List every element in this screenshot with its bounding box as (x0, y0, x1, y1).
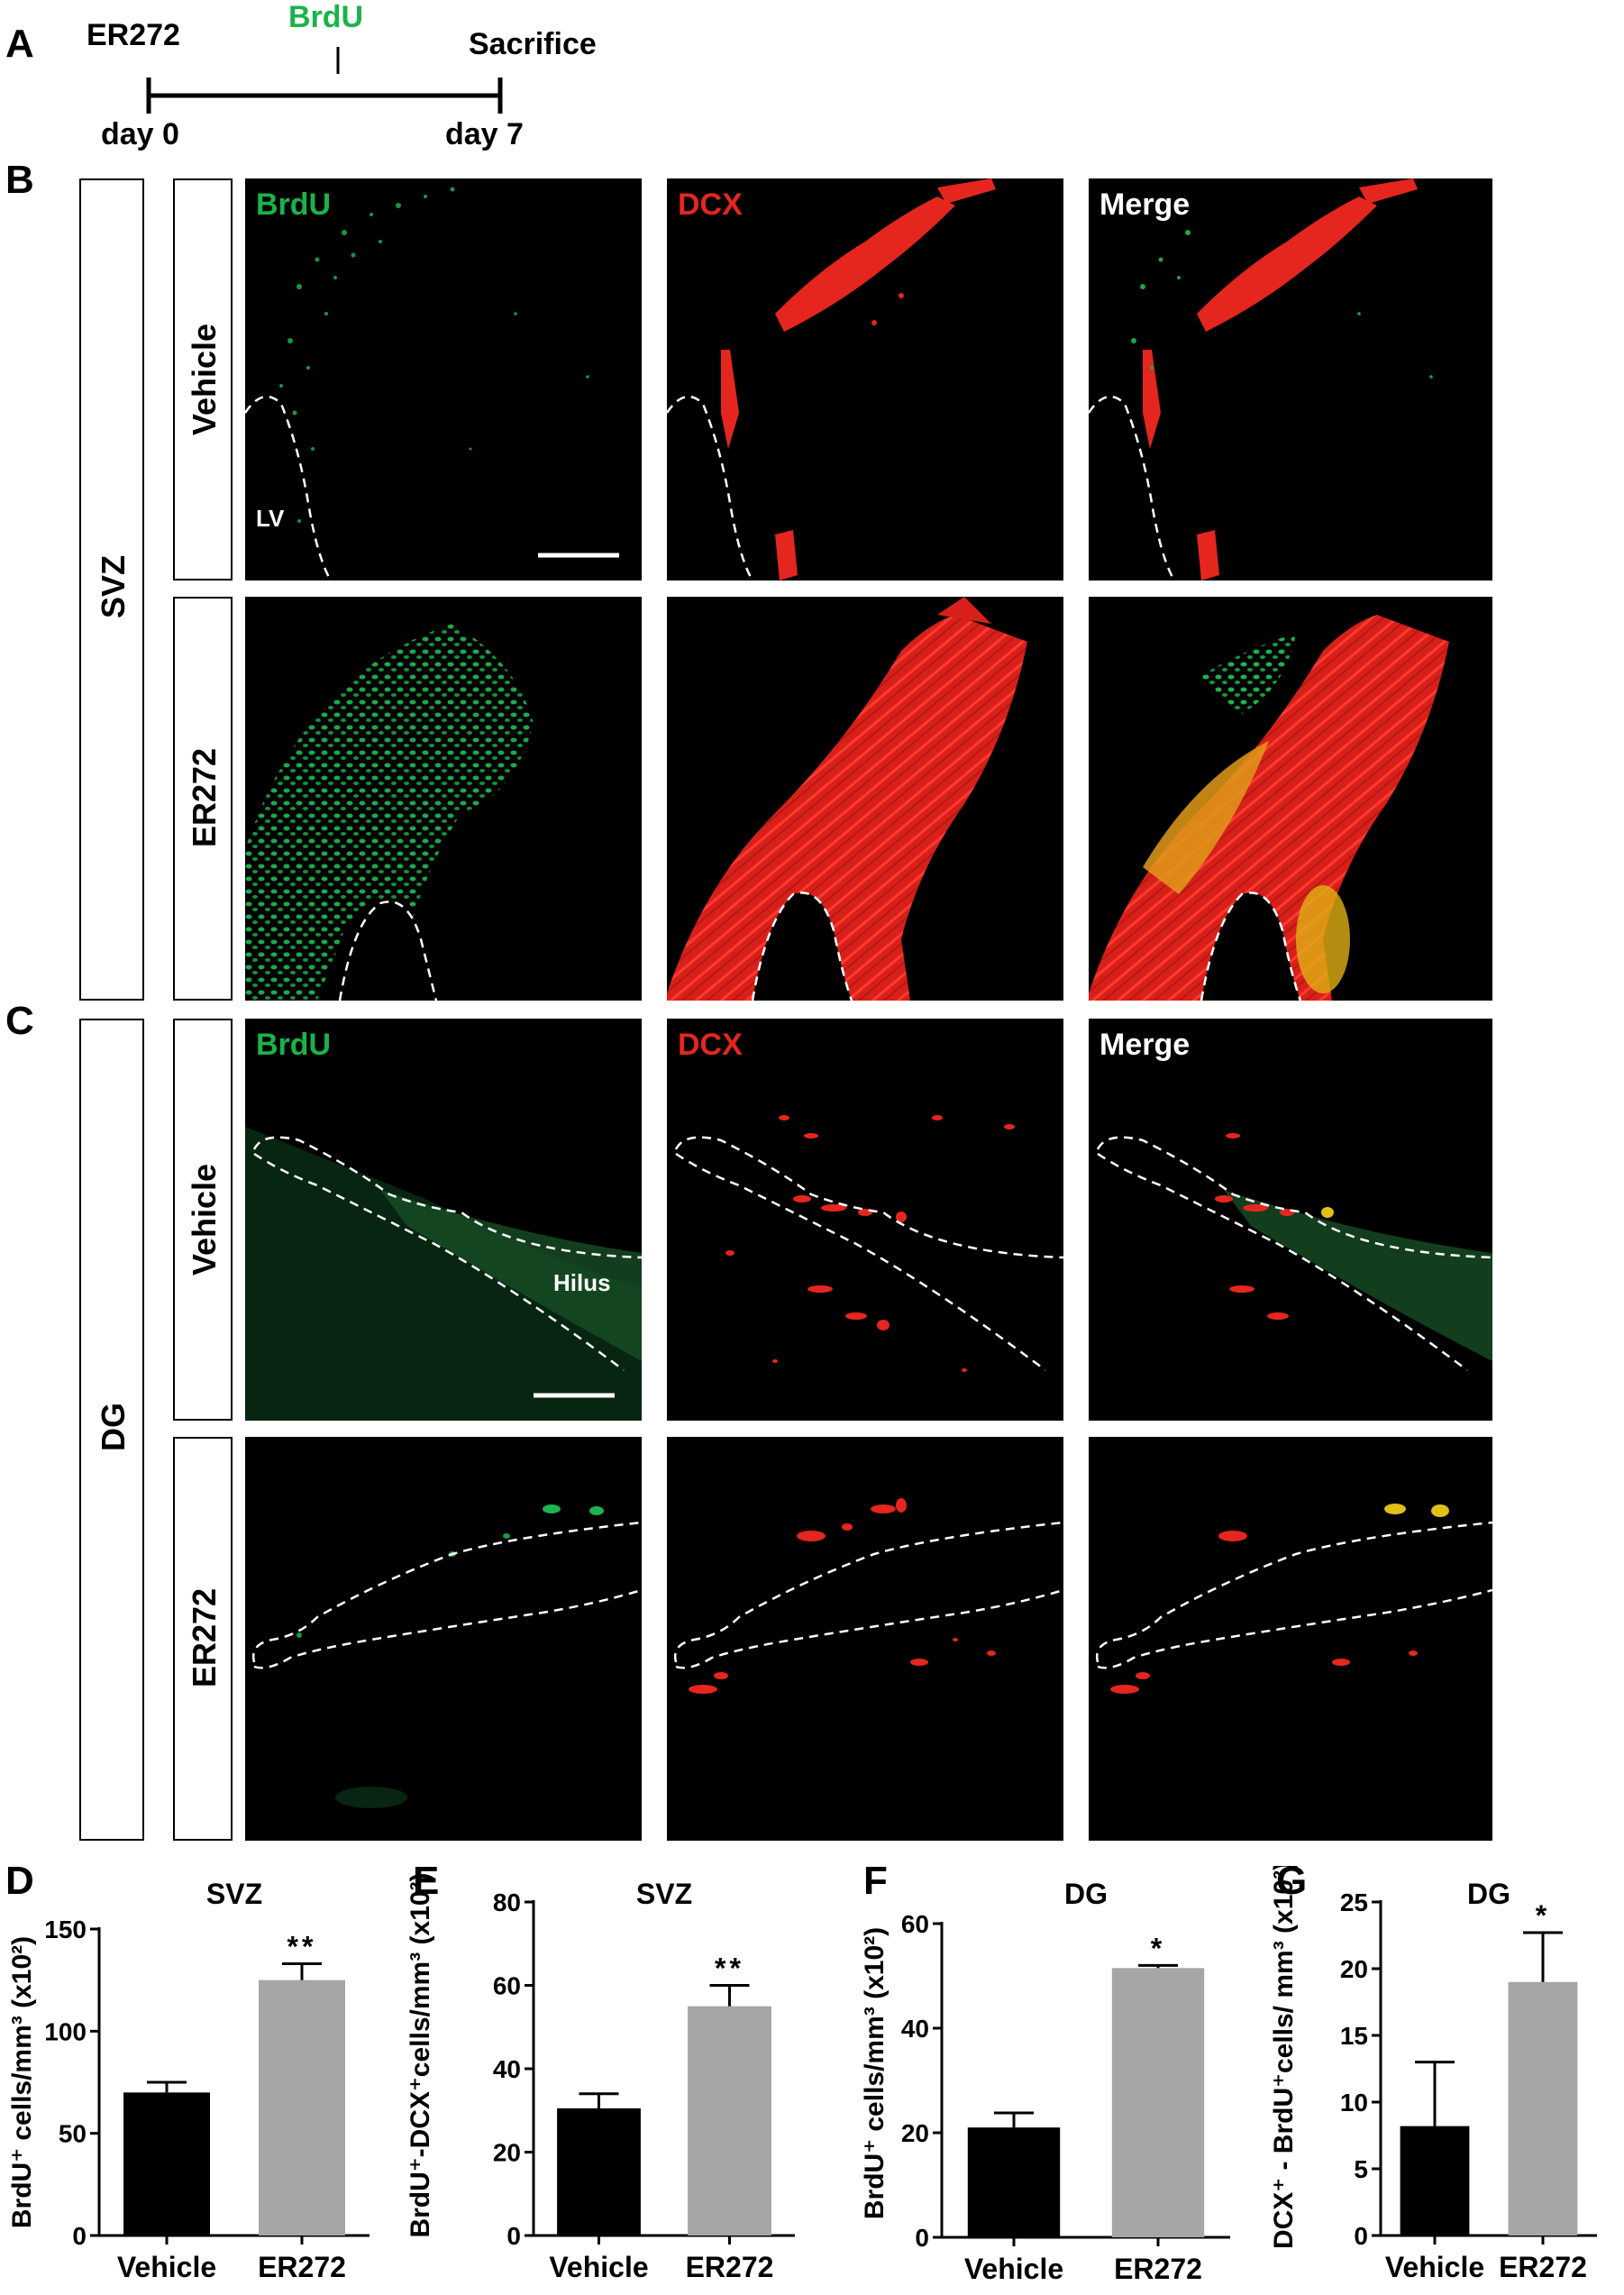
column-label-brdu-svz: BrdU (256, 187, 332, 222)
significance-marker: ** (287, 1931, 317, 1963)
micrograph-svz-er272-brdu (245, 597, 642, 1001)
region-box-svz: SVZ (79, 178, 144, 1001)
significance-marker: * (1151, 1932, 1165, 1964)
micrograph-svz-er272-dcx (667, 597, 1063, 1001)
column-label-dcx-svz: DCX (678, 187, 743, 222)
bar-er272 (259, 1980, 345, 2236)
y-axis-label: DCX⁺ - BrdU⁺cells/ mm³ (x10²) (1271, 1866, 1299, 2249)
region-label-dg: DG (95, 1403, 132, 1451)
bar-er272 (688, 2006, 771, 2236)
y-tick-label: 25 (1340, 1888, 1368, 1916)
region-box-dg: DG (79, 1019, 144, 1841)
x-tick-label: ER272 (1499, 2251, 1587, 2283)
timeline-day-start: day 0 (101, 117, 179, 151)
row-box-dg-er272: ER272 (173, 1437, 233, 1841)
timeline-day-end: day 7 (445, 117, 524, 151)
timeline-axis (146, 47, 503, 114)
significance-marker: ** (715, 1952, 744, 1985)
micrograph-dg-vehicle-brdu: BrdU Hilus (245, 1019, 642, 1421)
chart-title: DG (1064, 1878, 1108, 1910)
micrograph-dg-vehicle-merge: Merge (1089, 1019, 1492, 1421)
region-label-svz: SVZ (95, 555, 132, 619)
bar-er272 (1508, 1981, 1578, 2236)
x-tick-label: Vehicle (549, 2251, 648, 2283)
x-tick-label: ER272 (258, 2251, 346, 2283)
y-tick-label: 0 (1354, 2222, 1368, 2250)
panel-label-e: E (413, 1859, 440, 1903)
y-axis-label: BrdU⁺ cells/mm³ (x10²) (860, 1927, 890, 2219)
x-tick-label: Vehicle (964, 2253, 1063, 2285)
y-tick-label: 20 (901, 2119, 929, 2147)
panel-label-f: F (863, 1859, 888, 1903)
chart-title: SVZ (636, 1878, 692, 1910)
micrograph-svz-vehicle-brdu: BrdU LV (245, 178, 642, 581)
timeline-start-label: ER272 (87, 18, 180, 52)
panel-label-a: A (5, 22, 34, 66)
bar-chart-e: SVZ BrdU⁺-DCX⁺cells/mm³ (x10²) 0 20 40 60 80 Ve… (406, 1872, 795, 2283)
y-tick-label: 0 (915, 2224, 929, 2252)
panel-label-b: B (5, 158, 34, 202)
column-label-brdu-dg: BrdU (256, 1028, 332, 1062)
micrograph-dg-er272-merge (1089, 1437, 1492, 1841)
y-tick-label: 80 (493, 1888, 521, 1916)
row-box-dg-vehicle: Vehicle (173, 1019, 233, 1421)
y-tick-label: 20 (493, 2139, 521, 2167)
y-axis-label: BrdU⁺-DCX⁺cells/mm³ (x10²) (406, 1872, 435, 2237)
timeline-end-label: Sacrifice (469, 27, 597, 61)
x-tick-label: Vehicle (117, 2251, 216, 2283)
bar-vehicle (967, 2127, 1061, 2237)
micrograph-dg-er272-brdu (245, 1437, 642, 1841)
y-tick-label: 0 (72, 2222, 87, 2250)
micrograph-dg-vehicle-dcx: DCX (667, 1019, 1063, 1421)
y-tick-label: 150 (44, 1916, 87, 1943)
y-tick-label: 40 (493, 2055, 521, 2083)
lv-label: LV (256, 505, 285, 532)
panel-label-c: C (5, 999, 34, 1043)
y-axis-label: BrdU⁺ cells/mm³ (x10²) (7, 1936, 37, 2228)
chart-title: SVZ (206, 1878, 262, 1910)
micrograph-svz-er272-merge (1089, 597, 1492, 1001)
x-tick-label: ER272 (686, 2251, 774, 2283)
hilus-label: Hilus (553, 1269, 611, 1296)
y-tick-label: 0 (506, 2222, 521, 2250)
row-box-svz-vehicle: Vehicle (173, 178, 233, 581)
column-label-merge-svz: Merge (1099, 187, 1191, 222)
y-tick-label: 50 (59, 2120, 87, 2148)
y-tick-label: 40 (901, 2015, 929, 2043)
bar-er272 (1111, 1968, 1205, 2237)
row-label-dg-er272: ER272 (186, 1587, 223, 1688)
panel-label-g: G (1276, 1859, 1308, 1903)
row-label-svz-vehicle: Vehicle (186, 323, 223, 436)
panel-label-d: D (5, 1859, 34, 1903)
row-box-svz-er272: ER272 (173, 597, 233, 1001)
micrograph-dg-er272-dcx (667, 1437, 1063, 1841)
y-tick-label: 60 (901, 1910, 929, 1938)
bar-chart-d: SVZ BrdU⁺ cells/mm³ (x10²) 0 50 100 150 Vehicl… (7, 1878, 370, 2283)
bar-vehicle (1400, 2126, 1470, 2236)
y-tick-label: 20 (1340, 1955, 1368, 1983)
bar-chart-f: DG BrdU⁺ cells/mm³ (x10²) 0 20 40 60 Vehicle ER… (860, 1878, 1230, 2285)
bar-chart-g: DG DCX⁺ - BrdU⁺cells/ mm³ (x10²) 0 5 10 15 20 2… (1271, 1866, 1597, 2283)
micrograph-svz-vehicle-merge: Merge (1089, 178, 1492, 581)
chart-title: DG (1467, 1878, 1510, 1910)
column-label-merge-dg: Merge (1099, 1028, 1191, 1062)
y-tick-label: 100 (44, 2017, 87, 2045)
bar-vehicle (123, 2092, 210, 2236)
significance-marker: * (1536, 1899, 1550, 1932)
y-tick-label: 15 (1340, 2022, 1368, 2050)
y-tick-label: 10 (1340, 2089, 1368, 2117)
x-tick-label: Vehicle (1385, 2251, 1484, 2283)
x-tick-label: ER272 (1114, 2253, 1202, 2285)
column-label-dcx-dg: DCX (678, 1028, 743, 1062)
micrograph-svz-vehicle-dcx: DCX (667, 178, 1063, 581)
y-tick-label: 5 (1354, 2155, 1368, 2183)
row-label-dg-vehicle: Vehicle (186, 1163, 223, 1276)
row-label-svz-er272: ER272 (186, 747, 223, 848)
timeline-brdu-label: BrdU (288, 0, 364, 34)
bar-vehicle (557, 2108, 641, 2236)
y-tick-label: 60 (493, 1972, 521, 2000)
